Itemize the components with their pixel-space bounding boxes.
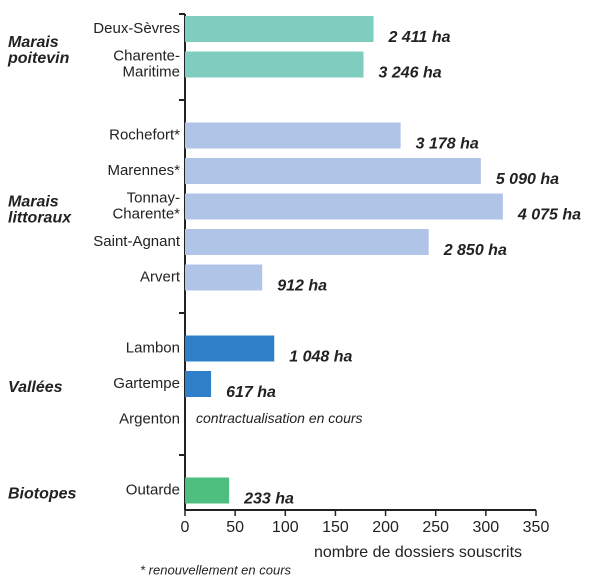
x-tick-label: 50 — [226, 519, 244, 536]
bar-label: 2 411 ha — [388, 29, 451, 46]
bar-label: 4 075 ha — [517, 207, 581, 224]
bar-note: contractualisation en cours — [196, 410, 363, 426]
x-tick-label: 300 — [473, 519, 500, 536]
bar-label: 3 178 ha — [416, 136, 479, 153]
category-label: Gartempe — [113, 375, 180, 392]
category-label: Saint-Agnant — [93, 233, 181, 250]
x-tick-label: 0 — [181, 519, 190, 536]
bar-label: 3 246 ha — [379, 65, 442, 82]
group-label: Biotopes — [8, 486, 77, 503]
category-label: Argenton — [119, 410, 180, 427]
group-label: Marais littoraux — [8, 194, 72, 227]
category-label: Charente-Maritime — [113, 47, 180, 80]
bar — [185, 16, 374, 42]
bar — [185, 193, 503, 220]
bar-label: 2 850 ha — [443, 242, 507, 259]
category-label: Lambon — [126, 339, 180, 356]
x-tick-label: 250 — [422, 519, 449, 536]
x-tick-label: 150 — [322, 519, 349, 536]
category-label: Rochefort* — [109, 126, 180, 143]
bar — [185, 51, 364, 78]
bar — [185, 371, 212, 397]
bar — [185, 229, 429, 255]
category-label: Deux-Sèvres — [93, 20, 180, 37]
category-label: Outarde — [126, 481, 180, 498]
bar — [185, 264, 263, 291]
category-label: Tonnay-Charente* — [112, 189, 180, 222]
group-label: Marais poitevin — [7, 34, 70, 67]
x-tick-label: 100 — [272, 519, 299, 536]
group-label: Vallées — [8, 379, 63, 396]
bar — [185, 477, 230, 504]
footnote: * renouvellement en cours — [140, 562, 292, 577]
bar-label: 233 ha — [243, 491, 294, 508]
bar-label: 912 ha — [277, 278, 327, 295]
bar — [185, 158, 481, 184]
x-tick-label: 200 — [372, 519, 399, 536]
bar-label: 1 048 ha — [289, 349, 352, 366]
bar — [185, 122, 401, 149]
bar-label: 617 ha — [226, 384, 276, 401]
category-label: Marennes* — [107, 162, 180, 179]
category-label: Arvert — [140, 268, 181, 285]
x-tick-label: 350 — [523, 519, 550, 536]
bar — [185, 335, 275, 362]
x-axis-label: nombre de dossiers souscrits — [314, 544, 522, 561]
bar-label: 5 090 ha — [496, 171, 559, 188]
